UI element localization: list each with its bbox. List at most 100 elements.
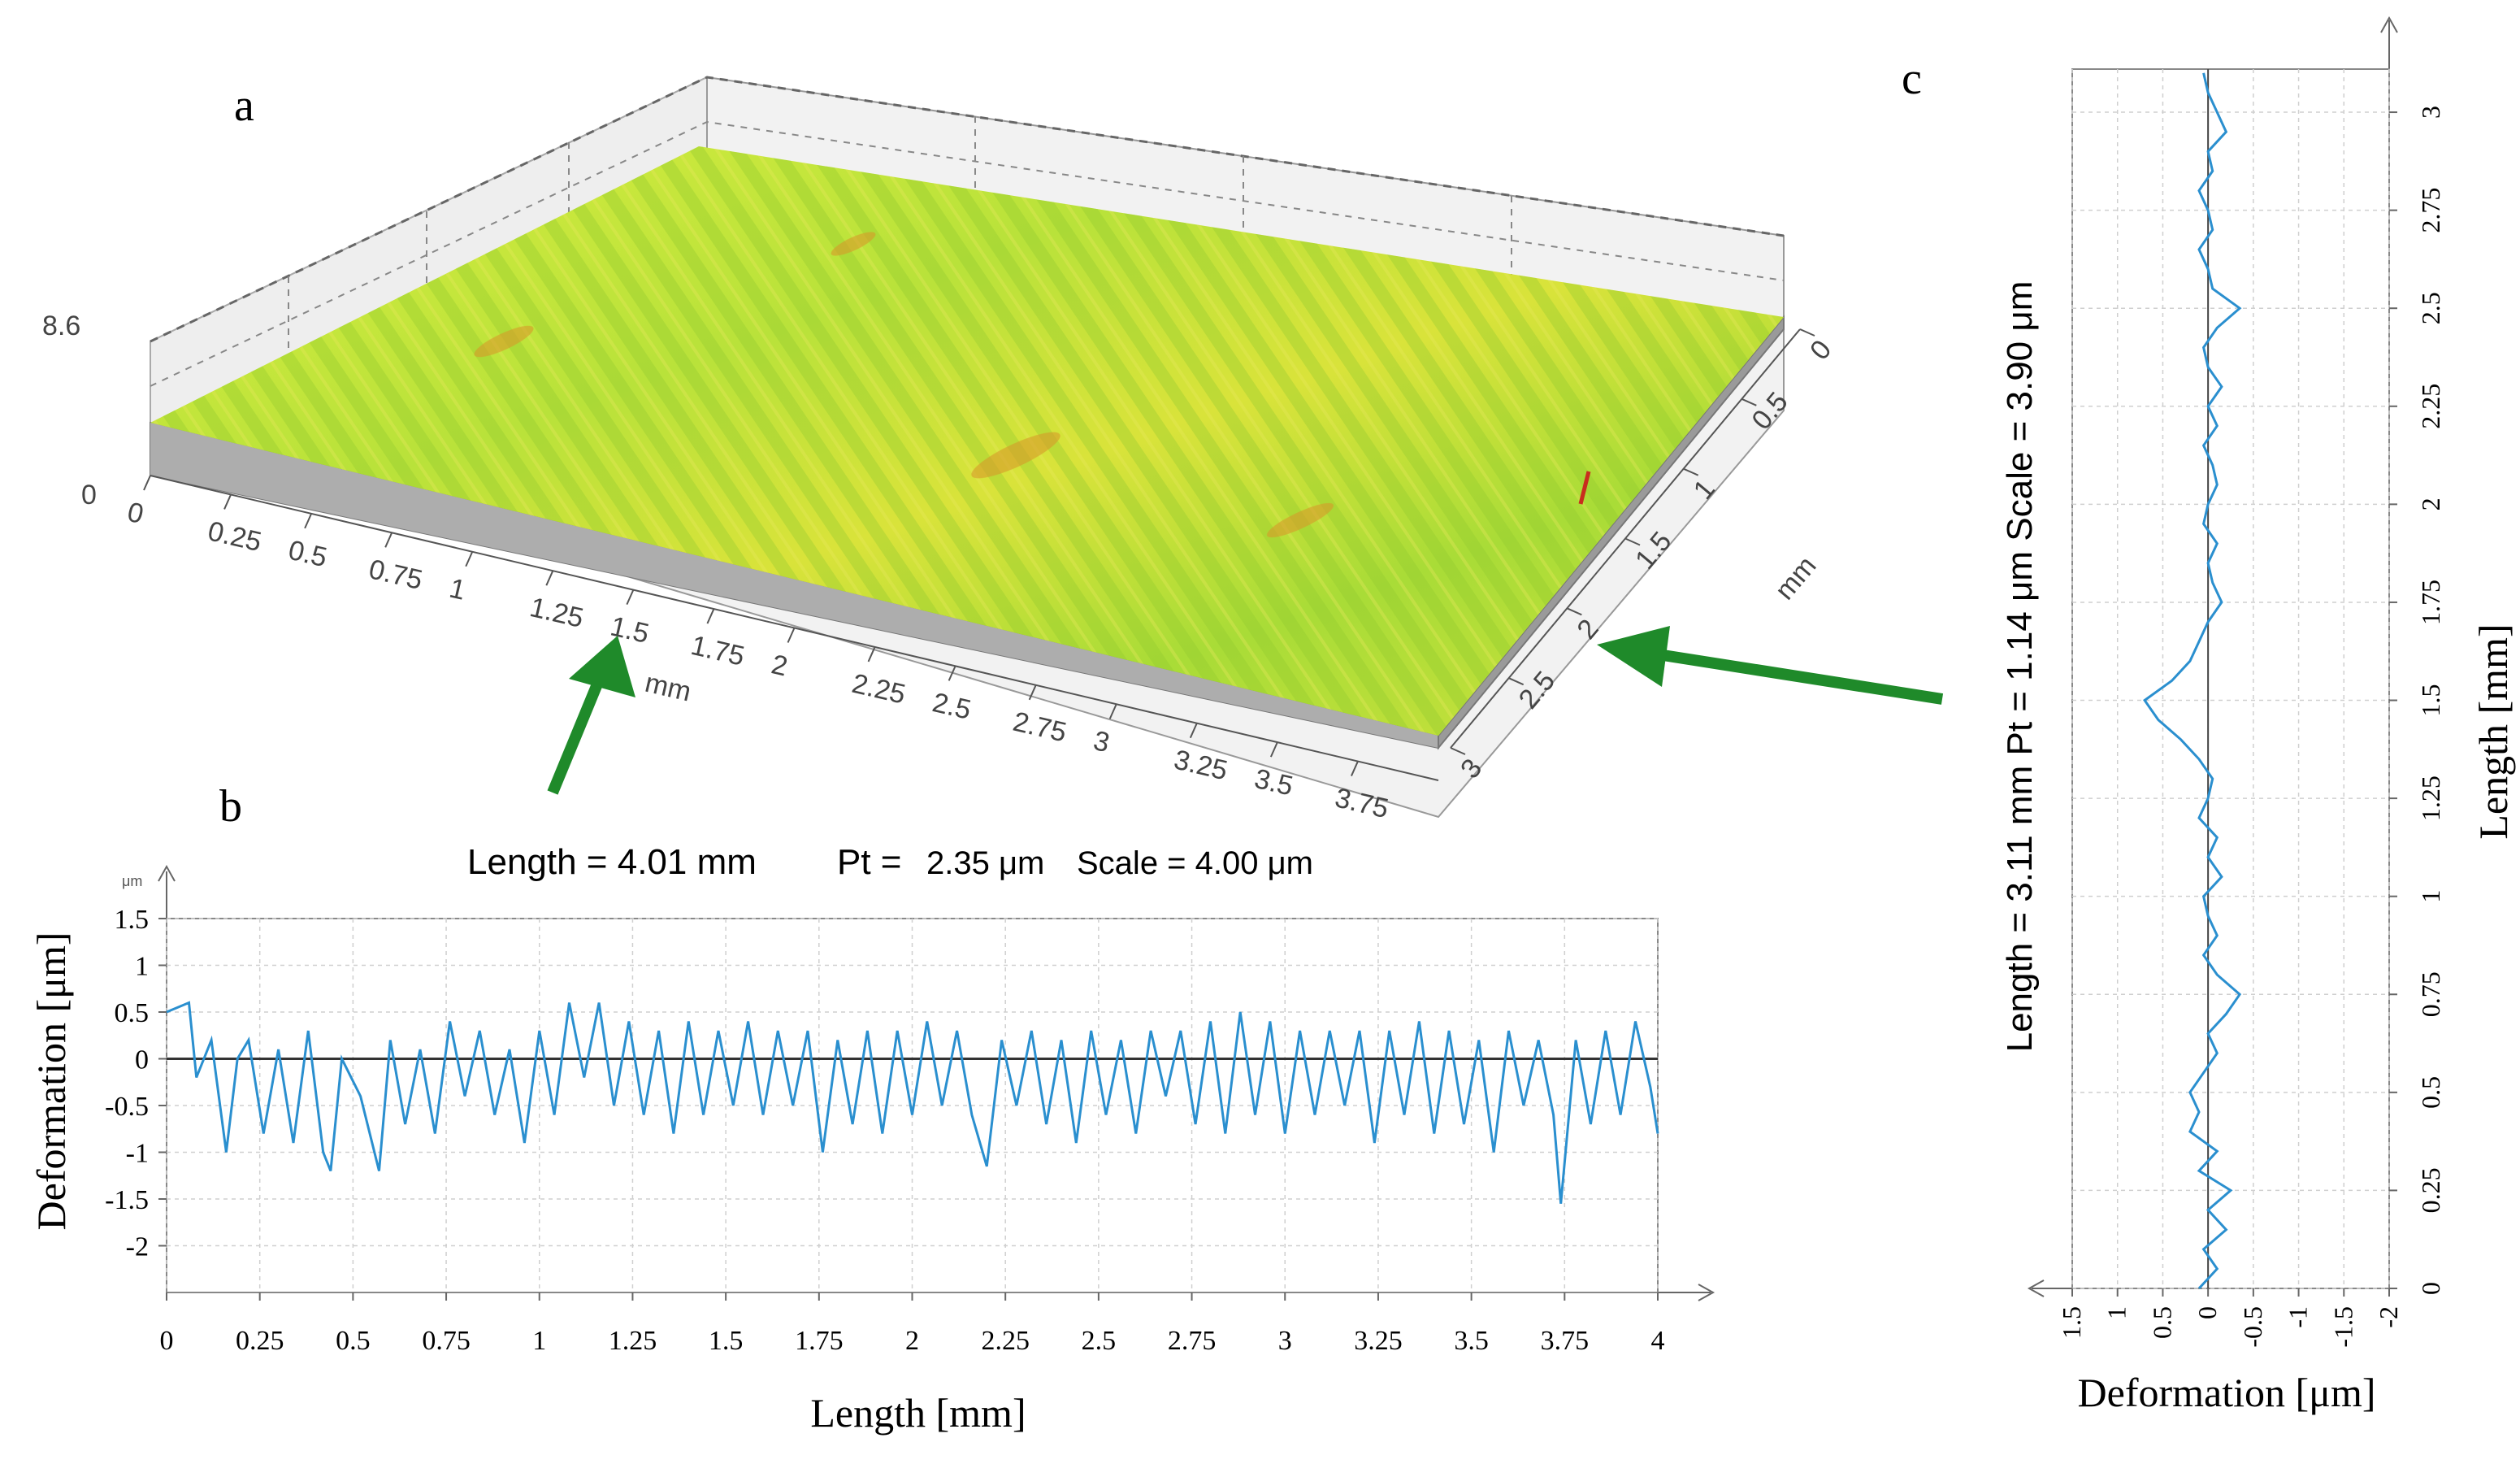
x-tick-label: 1.25 — [527, 592, 587, 634]
x-tick-label: 0 — [124, 497, 146, 530]
profile-b-series — [166, 1001, 1659, 1204]
x-tick-label-b: 2.25 — [981, 1326, 1030, 1356]
x-tick-mark — [1351, 761, 1359, 776]
length-tick-label-c: 1.5 — [2416, 684, 2445, 717]
x-tick-label-b: 0.5 — [336, 1326, 371, 1356]
y-tick-mark — [1741, 397, 1757, 406]
y-tick-label-b: 0 — [135, 1045, 149, 1075]
y-tick-label-b: -0.5 — [105, 1092, 149, 1122]
x-tick-label: 0.75 — [366, 554, 425, 596]
y-tick-mark — [1799, 328, 1815, 337]
length-tick-label-c: 0.25 — [2416, 1167, 2445, 1213]
deformation-tick-label-c: -1.5 — [2328, 1306, 2357, 1348]
x-tick-label-b: 0.25 — [236, 1326, 284, 1356]
length-tick-label-c: 2.5 — [2416, 292, 2445, 324]
length-ticks-c: 0 0.25 0.5 0.75 1 1.25 1.5 1.75 2 2.25 2.5 2.75 3 — [2389, 106, 2445, 1295]
x-tick-mark — [867, 646, 876, 662]
x-tick-mark — [545, 570, 554, 586]
x-tick-mark — [1269, 741, 1278, 758]
y-tick-label-b: -1.5 — [105, 1185, 149, 1215]
length-tick-label-c: 2.75 — [2416, 188, 2445, 233]
y-tick-label-b: 1 — [135, 952, 149, 982]
profile-b-header: Length = 4.01 mm Pt = 2.35 μm Scale = 4.… — [467, 842, 1313, 882]
y-tick-mark — [1566, 607, 1582, 616]
z-axis-top-label: 8.6 — [42, 311, 80, 341]
x-tick-mark — [465, 551, 474, 567]
x-tick-label-b: 1.25 — [609, 1326, 657, 1356]
length-tick-label-c: 1 — [2416, 890, 2445, 903]
y-tick-mark — [1624, 537, 1641, 546]
x-axis-label-b: Length [mm] — [810, 1390, 1026, 1436]
x-tick-label-b: 4 — [1651, 1326, 1665, 1356]
x-tick-mark — [706, 608, 715, 624]
x-tick-label: 2.5 — [930, 687, 974, 726]
length-tick-label-c: 2.25 — [2416, 384, 2445, 429]
x-tick-label: 0.25 — [205, 515, 264, 558]
x-tick-mark — [1108, 703, 1117, 719]
x-tick-label-b: 0 — [160, 1326, 174, 1356]
z-axis-bottom-label: 0 — [81, 480, 97, 510]
profile-c-series — [2143, 72, 2242, 1290]
x-tick-label-b: 1.5 — [709, 1326, 744, 1356]
header-b-scale: Scale = 4.00 μm — [1077, 845, 1313, 881]
deformation-axis-label-c: Deformation [μm] — [2078, 1370, 2376, 1415]
wall-top-edge — [150, 76, 1785, 343]
x-tick-label: 2.25 — [849, 668, 909, 710]
header-b-length: Length = 4.01 mm — [467, 842, 757, 882]
deformation-tick-label-c: 0 — [2193, 1306, 2222, 1319]
x-tick-label-b: 1.75 — [795, 1326, 844, 1356]
panel-b: b Length = 4.01 mm Pt = 2.35 μm Scale = … — [28, 781, 1715, 1436]
grid-b — [166, 918, 1659, 1292]
deformation-ticks-c: 1.5 1 0.5 0 -0.5 -1 -1.5 -2 — [2057, 1288, 2403, 1348]
x-tick-mark — [223, 494, 232, 510]
length-tick-label-c: 1.25 — [2416, 775, 2445, 821]
y-tick-mark — [1450, 747, 1466, 755]
x-tick-label: 1 — [446, 573, 468, 606]
surface-red-mark — [1578, 471, 1591, 505]
unit-label-b: μm — [122, 873, 142, 889]
x-tick-label-b: 0.75 — [422, 1326, 471, 1356]
length-tick-label-c: 0.5 — [2416, 1076, 2445, 1109]
y-tick-label-b: 1.5 — [115, 905, 150, 935]
y-tick-label-b: 0.5 — [115, 998, 150, 1028]
panel-c: c Length = 3.11 mm Pt = 1.14 μm Scale = … — [1902, 15, 2516, 1415]
x-tick-mark — [304, 513, 313, 529]
surface-ridges — [150, 146, 1784, 736]
arrow-head-c — [1597, 626, 1670, 687]
y-ticks-b: 1.5 1 0.5 0 -0.5 -1 -1.5 -2 — [105, 905, 167, 1262]
y-tick-mark — [1683, 467, 1699, 476]
x-tick-label: 3 — [1091, 725, 1113, 758]
x-tick-mark — [787, 628, 796, 643]
y-tick-label: 0 — [1804, 334, 1837, 366]
y-axis-label-b: Deformation [μm] — [28, 932, 74, 1231]
header-c: Length = 3.11 mm Pt = 1.14 μm Scale = 3.… — [2000, 281, 2040, 1053]
length-tick-label-c: 1.75 — [2416, 580, 2445, 625]
panel-c-label: c — [1902, 54, 1922, 104]
x-tick-mark — [143, 475, 151, 491]
panel-a: a 8.6 0 — [42, 76, 1944, 824]
length-tick-label-c: 0.75 — [2416, 971, 2445, 1017]
length-tick-label-c: 3 — [2416, 106, 2445, 119]
panel-a-label: a — [234, 80, 254, 131]
x-tick-label-b: 2 — [905, 1326, 919, 1356]
x-axis-unit: mm — [642, 667, 694, 708]
x-tick-mark — [1028, 684, 1037, 701]
x-tick-mark — [1189, 723, 1198, 739]
x-tick-label-b: 3 — [1278, 1326, 1292, 1356]
deformation-tick-label-c: -1 — [2284, 1306, 2313, 1328]
wall-gridlines — [150, 116, 1785, 387]
profile-c-header: Length = 3.11 mm Pt = 1.14 μm Scale = 3.… — [2000, 281, 2040, 1053]
deformation-tick-label-c: 1 — [2102, 1306, 2132, 1319]
x-tick-label-b: 3.75 — [1541, 1326, 1590, 1356]
y-tick-label-b: -2 — [126, 1232, 149, 1262]
length-tick-label-c: 0 — [2416, 1282, 2445, 1295]
y-axis-unit: mm — [1769, 550, 1823, 606]
panel-b-label: b — [219, 781, 242, 832]
x-tick-label-b: 3.5 — [1454, 1326, 1489, 1356]
x-tick-label: 2 — [769, 649, 791, 682]
x-tick-label-b: 1 — [532, 1326, 546, 1356]
plot-frame-c — [2071, 68, 2390, 1289]
x-tick-label-b: 2.5 — [1082, 1326, 1117, 1356]
header-b-pt-value: 2.35 μm — [926, 845, 1044, 881]
grid-c — [2071, 69, 2390, 1289]
